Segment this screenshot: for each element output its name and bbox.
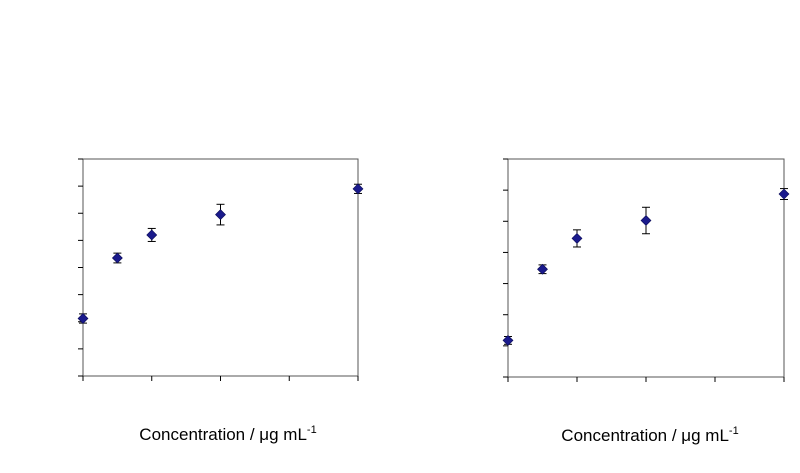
x-axis-label-text: Concentration / μg mL — [139, 425, 307, 444]
x-axis-label-superscript: -1 — [729, 425, 739, 437]
x-axis-label-superscript: -1 — [307, 424, 317, 436]
data-point — [778, 188, 790, 200]
x-axis-label: Concentration / μg mL-1 — [561, 425, 738, 445]
chart-panel-b: Concentration / μg mL-1 — [502, 158, 790, 445]
x-axis-label-text: Concentration / μg mL — [561, 426, 729, 445]
data-point — [111, 252, 123, 264]
data-point — [640, 215, 652, 226]
data-point — [146, 229, 158, 241]
data-point — [502, 334, 514, 346]
data-point — [77, 313, 89, 324]
data-point — [571, 232, 583, 244]
plot-frame — [82, 158, 359, 377]
data-point — [215, 209, 226, 221]
data-point — [537, 263, 548, 275]
chart-panel-a: Concentration / μg mL-1 — [77, 158, 364, 444]
x-axis-label: Concentration / μg mL-1 — [139, 424, 316, 444]
plot-frame — [507, 158, 785, 378]
data-point — [352, 183, 364, 195]
